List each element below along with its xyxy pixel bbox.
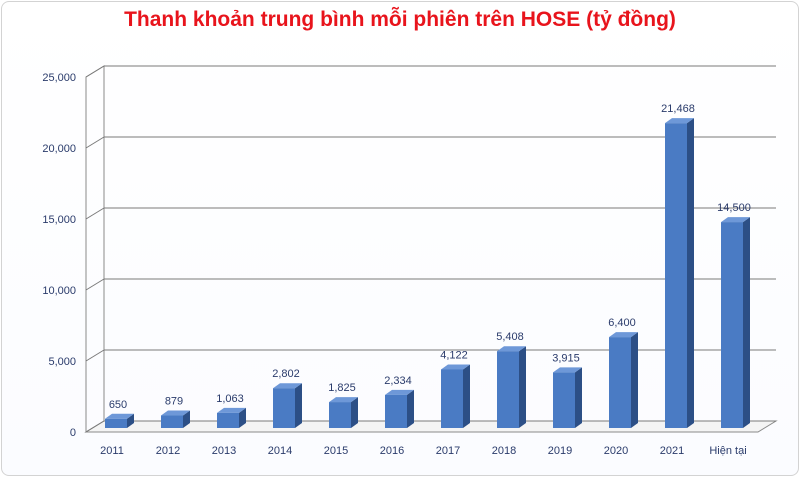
bar: [161, 410, 190, 428]
data-label: 6,400: [608, 317, 636, 329]
bar-front: [553, 372, 575, 428]
gridline-diag: [85, 65, 105, 78]
x-tick-label: 2015: [324, 445, 348, 457]
bar-front: [385, 394, 407, 428]
bar-top: [329, 397, 358, 403]
bar: [553, 367, 582, 428]
bar-side: [295, 383, 302, 428]
bar-front: [329, 402, 351, 428]
chart-title: Thanh khoản trung bình mỗi phiên trên HO…: [124, 8, 676, 31]
y-tick-label: 15,000: [42, 214, 76, 226]
bar-front: [665, 123, 687, 428]
bar-top: [105, 413, 134, 419]
bar-front: [217, 412, 239, 428]
data-label: 1,825: [328, 382, 356, 394]
bar-front: [609, 337, 631, 428]
data-label: 4,122: [440, 349, 468, 361]
y-axis-labels: 0 5,000 10,000 15,000 20,000 25,000: [42, 72, 76, 439]
data-label: 3,915: [552, 352, 580, 364]
bar-side: [239, 407, 246, 428]
bar-side: [631, 332, 638, 428]
gridline-diag: [85, 207, 105, 220]
x-tick-label: 2021: [660, 445, 684, 457]
bar-top: [273, 383, 302, 389]
bar: [497, 346, 526, 428]
data-label: 879: [165, 396, 183, 408]
bar: [273, 383, 302, 428]
x-axis-labels: 2011 2012 2013 2014 2015 2016 2017 2018 2019 2020…: [100, 445, 746, 457]
bar-side: [127, 413, 134, 428]
x-tick-label: 2012: [156, 445, 180, 457]
x-tick-label: 2013: [212, 445, 236, 457]
x-tick-label: 2017: [436, 445, 460, 457]
x-tick-label: 2018: [492, 445, 516, 457]
bar-top: [665, 118, 694, 124]
bar-front: [105, 418, 127, 428]
data-label: 2,802: [272, 368, 300, 380]
x-tick-label: 2019: [548, 445, 572, 457]
y-tick-label: 5,000: [48, 356, 76, 368]
bar-side: [575, 367, 582, 428]
bar-side: [687, 118, 694, 428]
bar-top: [441, 364, 470, 370]
bar-side: [743, 217, 750, 428]
data-label: 21,468: [661, 103, 695, 115]
data-label: 2,334: [384, 375, 412, 387]
bar-front: [497, 351, 519, 428]
x-tick-label: Hiện tại: [709, 445, 746, 457]
bar: [721, 217, 750, 428]
bar: [665, 118, 694, 428]
data-label: 14,500: [717, 202, 751, 214]
bar-side: [519, 346, 526, 428]
bar-top: [161, 410, 190, 416]
data-label: 5,408: [496, 331, 524, 343]
bar-front: [721, 222, 743, 428]
gridline-diag: [85, 420, 105, 433]
bar: [105, 413, 134, 428]
bar-front: [441, 369, 463, 428]
left-wall: [85, 65, 105, 433]
bar: [385, 389, 414, 428]
gridline-diag: [85, 278, 105, 291]
bar-top: [217, 407, 246, 413]
data-label: 1,063: [216, 393, 244, 405]
x-tick-label: 2011: [100, 445, 124, 457]
gridline-diag: [85, 349, 105, 362]
value-labels: 650 879 1,063 2,802 1,825 2,334 4,122 5,408 3,91…: [109, 103, 751, 411]
bar: [329, 397, 358, 428]
y-tick-label: 0: [70, 427, 76, 439]
bar-top: [553, 367, 582, 373]
bar-front: [161, 415, 183, 428]
x-tick-label: 2016: [380, 445, 404, 457]
bar: [217, 407, 246, 428]
bar-side: [183, 410, 190, 428]
y-tick-label: 10,000: [42, 285, 76, 297]
data-label: 650: [109, 399, 127, 411]
bar-top: [497, 346, 526, 352]
bar: [609, 332, 638, 428]
gridline-diag: [85, 136, 105, 149]
y-tick-label: 20,000: [42, 143, 76, 155]
bar-front: [273, 388, 295, 428]
bar: [441, 364, 470, 428]
gridlines: [85, 65, 776, 433]
bar-side: [463, 364, 470, 428]
bars: [105, 118, 750, 428]
y-tick-label: 25,000: [42, 72, 76, 84]
x-tick-label: 2014: [268, 445, 292, 457]
bar-top: [721, 217, 750, 223]
bar-side: [407, 389, 414, 428]
bar-top: [385, 389, 414, 395]
x-tick-label: 2020: [604, 445, 628, 457]
bar-top: [609, 332, 638, 338]
bar-side: [351, 397, 358, 428]
